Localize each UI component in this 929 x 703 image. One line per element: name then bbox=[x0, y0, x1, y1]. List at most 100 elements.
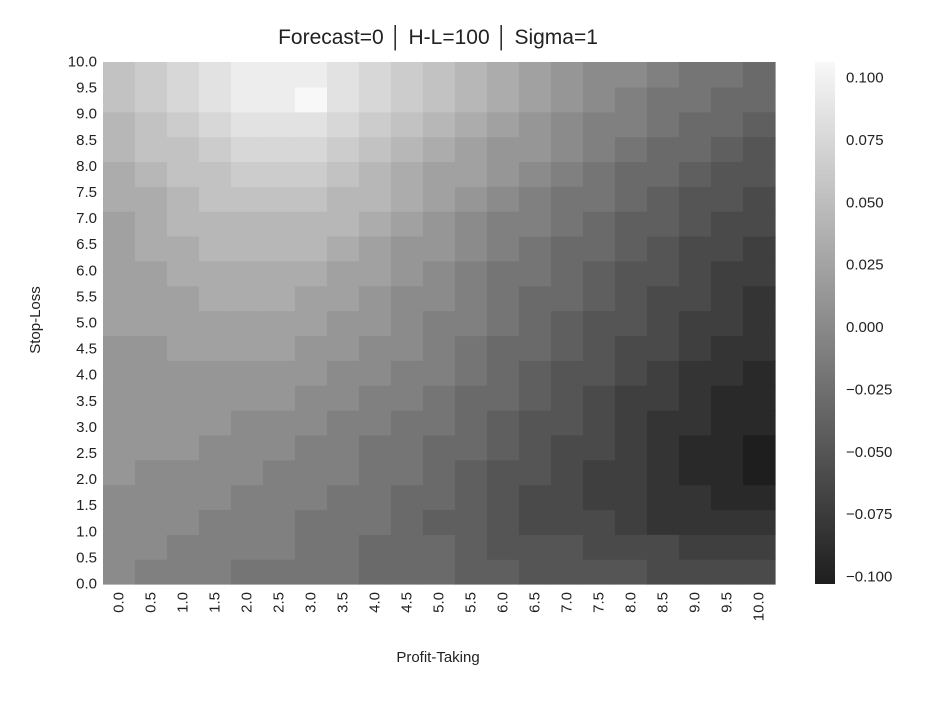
heatmap-cell bbox=[583, 236, 616, 262]
heatmap-cell bbox=[263, 62, 296, 88]
heatmap-cell bbox=[487, 62, 520, 88]
heatmap-cell bbox=[519, 211, 552, 237]
heatmap-cell bbox=[199, 236, 232, 262]
heatmap-cell bbox=[743, 360, 776, 386]
heatmap-cell bbox=[583, 285, 616, 312]
heatmap-cell bbox=[711, 360, 744, 386]
heatmap-cell bbox=[711, 459, 744, 486]
heatmap-cell bbox=[551, 236, 584, 262]
y-tick-label: 4.0 bbox=[76, 367, 97, 384]
heatmap-cell bbox=[679, 62, 712, 88]
heatmap-cell bbox=[455, 161, 488, 187]
y-tick-label: 3.5 bbox=[76, 393, 97, 410]
heatmap-cell bbox=[263, 260, 296, 287]
heatmap-cell bbox=[103, 111, 136, 138]
heatmap-cell bbox=[167, 285, 200, 312]
heatmap-cell bbox=[679, 260, 712, 287]
y-tick-label: 8.5 bbox=[76, 132, 97, 149]
heatmap-cell bbox=[455, 310, 488, 337]
heatmap-cell bbox=[231, 559, 264, 585]
heatmap-cell bbox=[167, 211, 200, 237]
heatmap-cell bbox=[455, 410, 488, 436]
heatmap-cell bbox=[551, 186, 584, 212]
heatmap-cell bbox=[103, 434, 136, 461]
heatmap-cell bbox=[743, 236, 776, 262]
heatmap-cell bbox=[551, 534, 584, 560]
heatmap-cell bbox=[423, 260, 456, 287]
heatmap-cell bbox=[519, 136, 552, 163]
heatmap-cell bbox=[391, 385, 424, 411]
heatmap-cell bbox=[295, 310, 328, 337]
heatmap-cell bbox=[391, 236, 424, 262]
heatmap-cell bbox=[263, 559, 296, 585]
heatmap-cell bbox=[551, 310, 584, 337]
heatmap-cell bbox=[711, 136, 744, 163]
heatmap-cell bbox=[711, 86, 744, 113]
heatmap-cell bbox=[103, 211, 136, 237]
heatmap-cell bbox=[199, 111, 232, 138]
heatmap-cell bbox=[103, 360, 136, 386]
heatmap-cell bbox=[455, 236, 488, 262]
heatmap-cell bbox=[135, 86, 168, 113]
heatmap-cell bbox=[263, 335, 296, 361]
x-axis-label: Profit-Taking bbox=[396, 649, 479, 666]
heatmap-cell bbox=[551, 410, 584, 436]
heatmap-cell bbox=[327, 186, 360, 212]
heatmap-cell bbox=[679, 285, 712, 312]
heatmap-cell bbox=[263, 484, 296, 511]
heatmap-cell bbox=[583, 310, 616, 337]
heatmap-cell bbox=[583, 86, 616, 113]
heatmap-cell bbox=[487, 509, 520, 535]
heatmap-cell bbox=[295, 459, 328, 486]
heatmap-cell bbox=[583, 161, 616, 187]
colorbar-tick-label: 0.100 bbox=[846, 70, 884, 87]
heatmap-cell bbox=[615, 161, 648, 187]
heatmap-cell bbox=[263, 360, 296, 386]
heatmap-cell bbox=[231, 459, 264, 486]
x-tick-label: 4.0 bbox=[367, 592, 384, 613]
x-tick-label: 1.5 bbox=[207, 592, 224, 613]
heatmap-cell bbox=[455, 509, 488, 535]
heatmap-cell bbox=[359, 410, 392, 436]
heatmap-cell bbox=[263, 236, 296, 262]
heatmap-cell bbox=[583, 385, 616, 411]
heatmap-cell bbox=[615, 260, 648, 287]
heatmap-cell bbox=[263, 410, 296, 436]
heatmap-cell bbox=[647, 385, 680, 411]
heatmap-cell bbox=[487, 335, 520, 361]
y-axis-label: Stop-Loss bbox=[27, 286, 44, 354]
heatmap-cell bbox=[263, 509, 296, 535]
heatmap-cell bbox=[391, 335, 424, 361]
y-tick-label: 9.0 bbox=[76, 106, 97, 123]
colorbar-tick-label: −0.050 bbox=[846, 444, 892, 461]
heatmap-cell bbox=[359, 62, 392, 88]
heatmap-cells bbox=[103, 62, 776, 585]
heatmap-cell bbox=[519, 559, 552, 585]
heatmap-cell bbox=[615, 236, 648, 262]
heatmap-cell bbox=[199, 559, 232, 585]
heatmap-cell bbox=[135, 335, 168, 361]
heatmap-cell bbox=[679, 136, 712, 163]
heatmap-cell bbox=[295, 360, 328, 386]
heatmap-cell bbox=[615, 62, 648, 88]
y-axis-tick-labels: 0.0 0.5 1.0 1.5 2.0 2.5 3.0 3.5 4.0 4.5 5.0 5.5 6.0 6… bbox=[68, 54, 97, 593]
heatmap-cell bbox=[679, 459, 712, 486]
heatmap-cell bbox=[583, 62, 616, 88]
heatmap-cell bbox=[391, 86, 424, 113]
heatmap-cell bbox=[327, 86, 360, 113]
heatmap-cell bbox=[423, 161, 456, 187]
heatmap-cell bbox=[295, 385, 328, 411]
x-tick-label: 2.0 bbox=[239, 592, 256, 613]
heatmap-cell bbox=[743, 459, 776, 486]
heatmap-cell bbox=[487, 459, 520, 486]
heatmap-cell bbox=[199, 211, 232, 237]
heatmap-cell bbox=[327, 459, 360, 486]
heatmap-cell bbox=[167, 509, 200, 535]
heatmap-cell bbox=[391, 310, 424, 337]
heatmap-cell bbox=[551, 434, 584, 461]
heatmap-cell bbox=[103, 285, 136, 312]
heatmap-cell bbox=[615, 534, 648, 560]
heatmap-cell bbox=[103, 335, 136, 361]
y-tick-label: 4.5 bbox=[76, 341, 97, 358]
